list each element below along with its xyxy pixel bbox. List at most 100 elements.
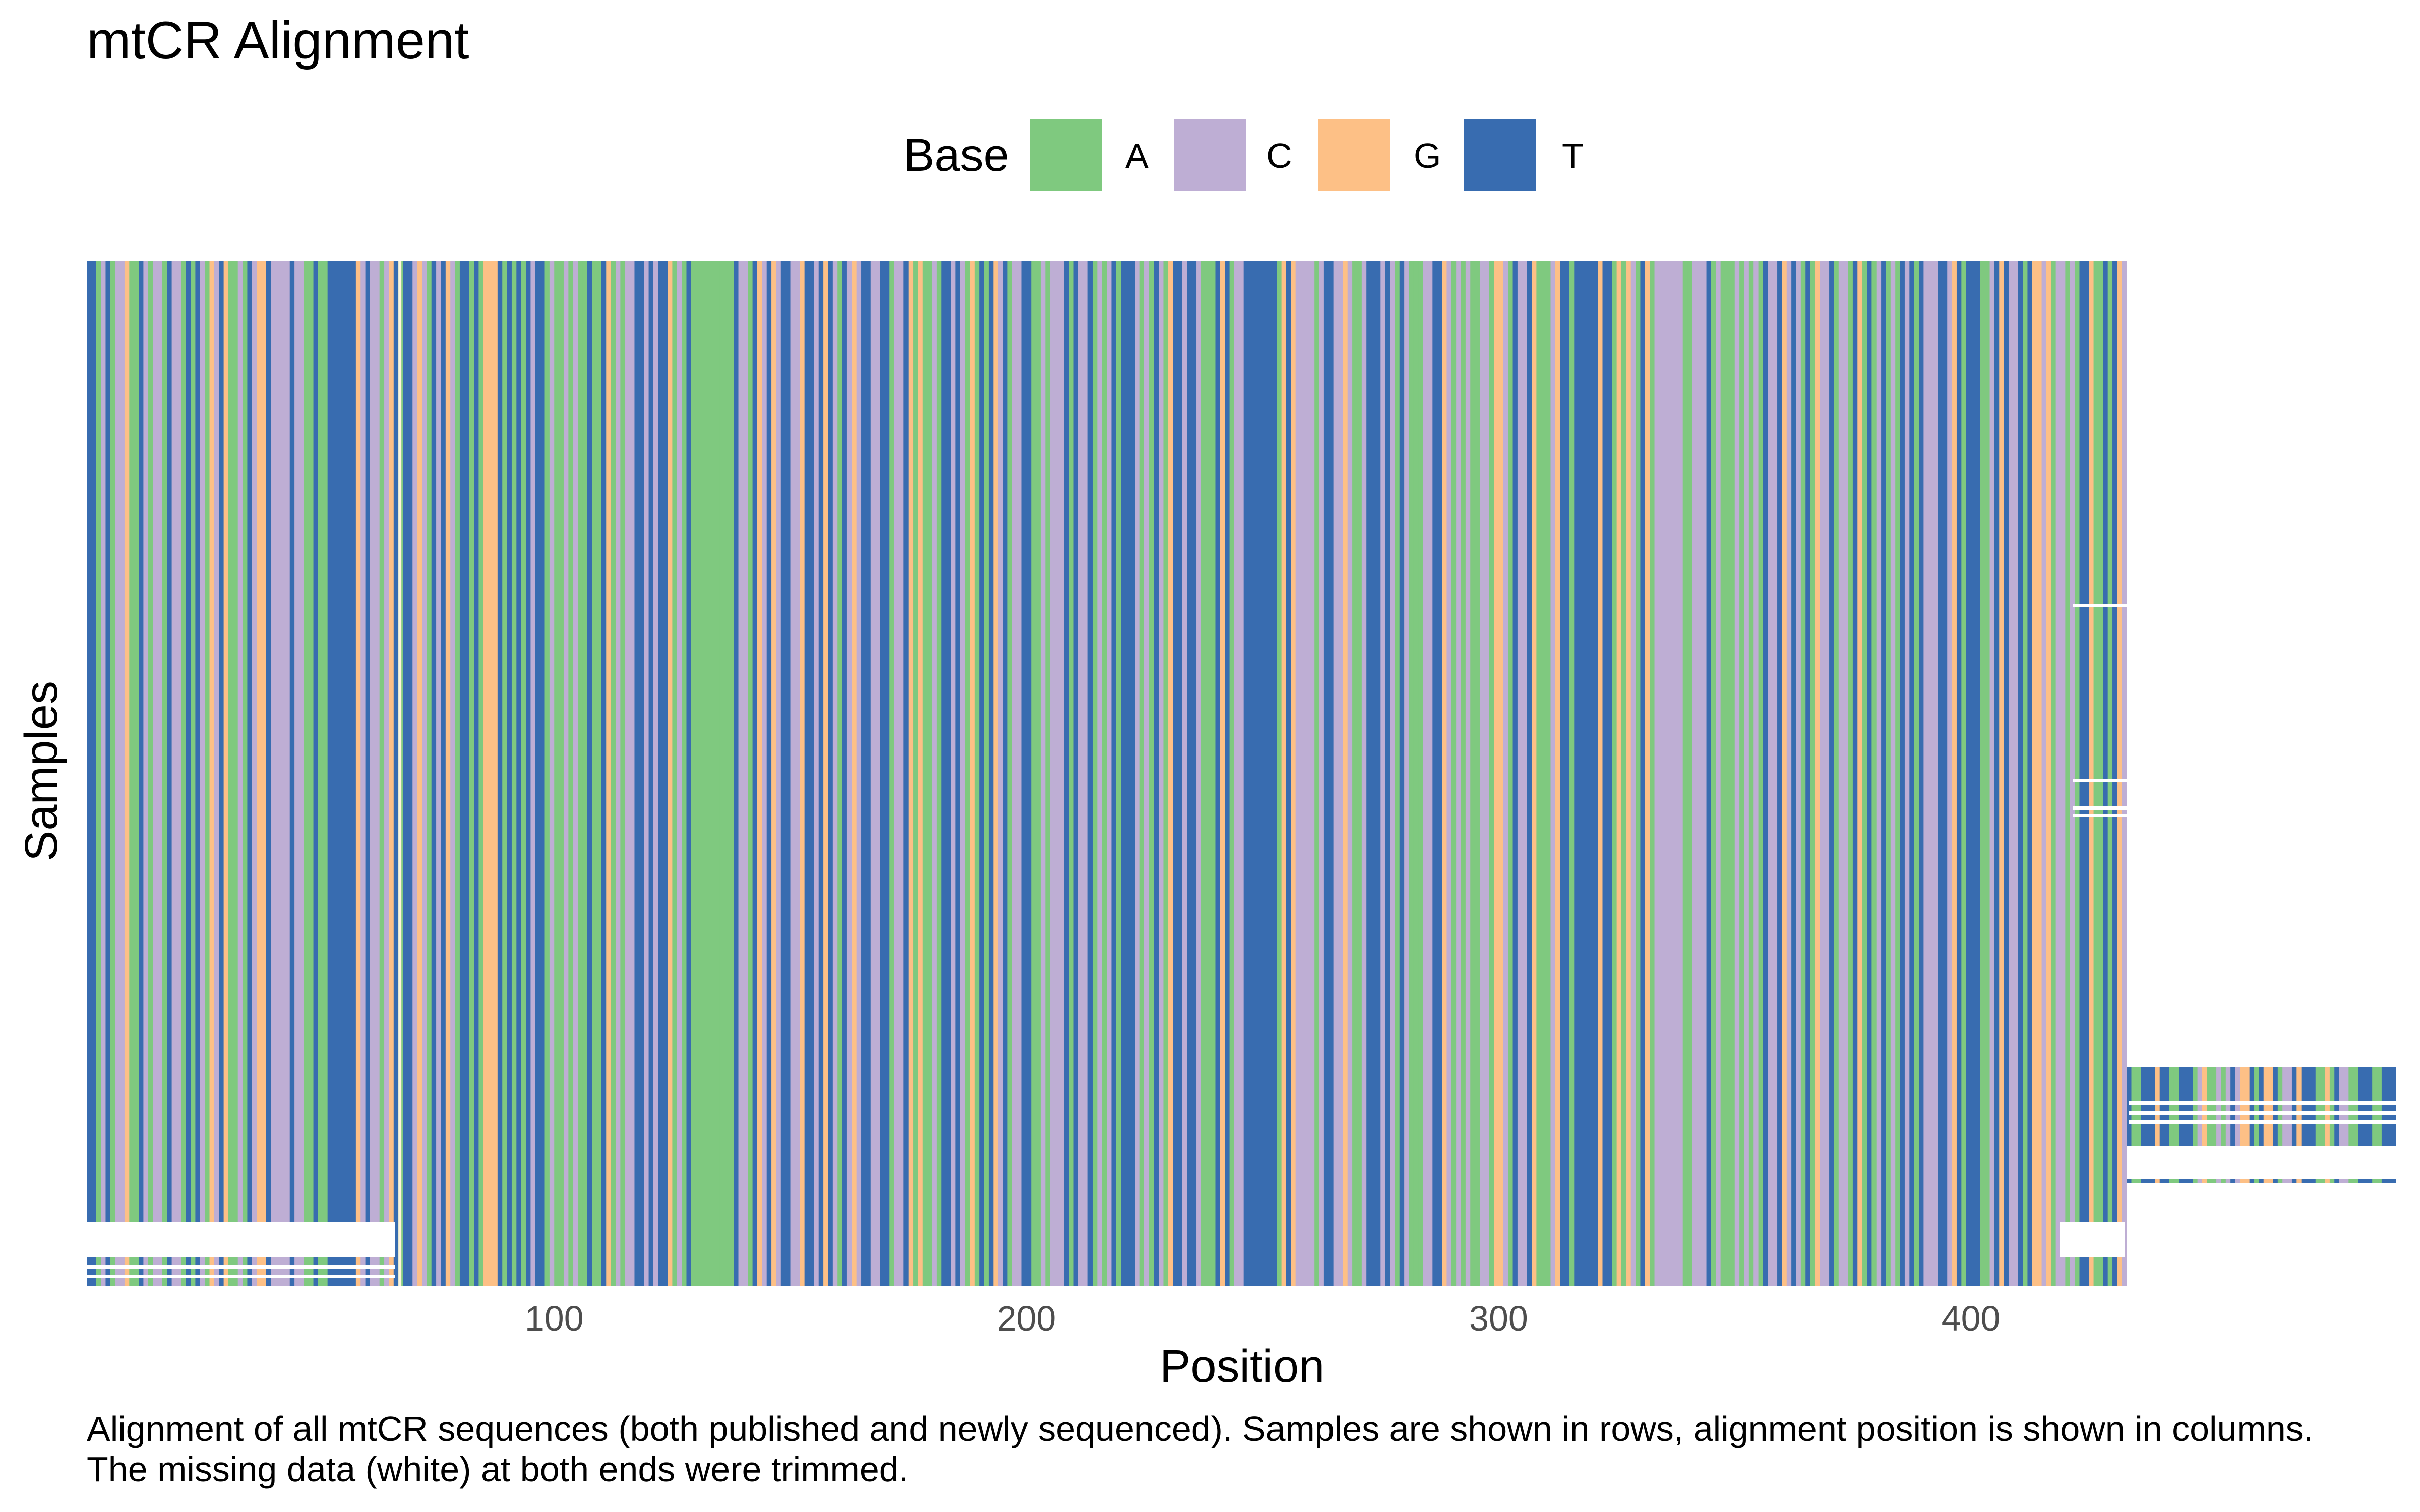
- alignment-column: [1938, 261, 1943, 1286]
- alignment-column: [1475, 261, 1480, 1286]
- alignment-column: [2093, 261, 2099, 1286]
- alignment-column: [1173, 261, 1178, 1286]
- alignment-column: [1333, 261, 1339, 1286]
- alignment-column: [1999, 261, 2005, 1286]
- alignment-column: [1366, 261, 1372, 1286]
- alignment-column: [842, 261, 848, 1286]
- alignment-column: [2037, 261, 2042, 1286]
- alignment-column: [1966, 261, 1971, 1286]
- alignment-column: [403, 261, 408, 1286]
- alignment-column: [880, 261, 885, 1286]
- alignment-column: [370, 261, 375, 1286]
- alignment-column: [337, 261, 342, 1286]
- alignment-column: [176, 261, 182, 1286]
- alignment-column: [2358, 1179, 2364, 1183]
- alignment-column: [1512, 261, 1518, 1286]
- alignment-column: [436, 261, 442, 1286]
- alignment-column: [1409, 261, 1414, 1286]
- alignment-column: [289, 261, 295, 1286]
- alignment-column: [2188, 1067, 2193, 1146]
- alignment-column: [355, 261, 361, 1286]
- alignment-column: [2334, 1067, 2340, 1146]
- alignment-column: [209, 261, 215, 1286]
- missing-data-strip: [87, 1265, 395, 1269]
- legend-key-g: [1318, 119, 1390, 191]
- alignment-column: [1451, 261, 1457, 1286]
- alignment-column: [1243, 261, 1249, 1286]
- alignment-column: [2193, 1067, 2198, 1146]
- alignment-column: [1102, 261, 1107, 1286]
- alignment-column: [738, 261, 744, 1286]
- alignment-column: [2343, 1179, 2349, 1183]
- alignment-column: [1536, 261, 1542, 1286]
- alignment-column: [1479, 261, 1485, 1286]
- alignment-column: [2315, 1067, 2321, 1146]
- alignment-column: [644, 261, 649, 1286]
- alignment-column: [1569, 261, 1575, 1286]
- alignment-column: [1763, 261, 1768, 1286]
- alignment-column: [563, 261, 569, 1286]
- alignment-column: [1253, 261, 1258, 1286]
- alignment-column: [1574, 261, 1580, 1286]
- alignment-column: [1682, 261, 1688, 1286]
- alignment-column: [1857, 261, 1863, 1286]
- alignment-column: [2259, 1067, 2264, 1146]
- alignment-column: [979, 261, 985, 1286]
- alignment-column: [1239, 261, 1244, 1286]
- alignment-column: [214, 261, 219, 1286]
- alignment-column: [2259, 1179, 2264, 1183]
- alignment-column: [2348, 1179, 2354, 1183]
- alignment-column: [2329, 1067, 2335, 1146]
- alignment-column: [2268, 1067, 2274, 1146]
- x-tick-label: 300: [1469, 1299, 1528, 1338]
- alignment-column: [1645, 261, 1650, 1286]
- alignment-column: [1886, 261, 1891, 1286]
- alignment-column: [2282, 1067, 2288, 1146]
- alignment-column: [828, 261, 833, 1286]
- alignment-column: [365, 261, 371, 1286]
- alignment-column: [559, 261, 564, 1286]
- alignment-column: [393, 261, 399, 1286]
- alignment-column: [1527, 261, 1532, 1286]
- alignment-column: [351, 261, 356, 1286]
- alignment-column: [1328, 261, 1334, 1286]
- alignment-column: [2107, 261, 2113, 1286]
- alignment-column: [1385, 261, 1390, 1286]
- alignment-column: [2306, 1179, 2312, 1183]
- alignment-column: [1928, 261, 1933, 1286]
- alignment-column: [903, 261, 909, 1286]
- alignment-column: [110, 261, 115, 1286]
- alignment-column: [1003, 261, 1008, 1286]
- alignment-column: [2061, 261, 2066, 1286]
- alignment-column: [2348, 1067, 2354, 1146]
- alignment-column: [1876, 261, 1882, 1286]
- alignment-column: [549, 261, 555, 1286]
- alignment-column: [922, 261, 928, 1286]
- alignment-column: [2141, 1067, 2146, 1146]
- alignment-column: [1772, 261, 1778, 1286]
- missing-data-block: [2060, 1222, 2125, 1257]
- alignment-column: [1229, 261, 1235, 1286]
- alignment-column: [1399, 261, 1405, 1286]
- alignment-column: [417, 261, 422, 1286]
- alignment-column: [1177, 261, 1183, 1286]
- alignment-column: [1636, 261, 1641, 1286]
- alignment-column: [2075, 261, 2080, 1286]
- alignment-column: [965, 261, 971, 1286]
- alignment-column: [1295, 261, 1301, 1286]
- alignment-column: [2145, 1067, 2151, 1146]
- alignment-column: [2249, 1179, 2255, 1183]
- chart-title: mtCR Alignment: [87, 11, 469, 70]
- alignment-column: [677, 261, 682, 1286]
- alignment-column: [304, 261, 309, 1286]
- alignment-column: [927, 261, 933, 1286]
- alignment-column: [1820, 261, 1825, 1286]
- alignment-column: [870, 261, 876, 1286]
- alignment-column: [1281, 261, 1287, 1286]
- alignment-column: [257, 261, 262, 1286]
- alignment-column: [2353, 1067, 2358, 1146]
- alignment-column: [1702, 261, 1707, 1286]
- alignment-column: [634, 261, 640, 1286]
- alignment-column: [493, 261, 498, 1286]
- legend-label-c: C: [1266, 136, 1292, 175]
